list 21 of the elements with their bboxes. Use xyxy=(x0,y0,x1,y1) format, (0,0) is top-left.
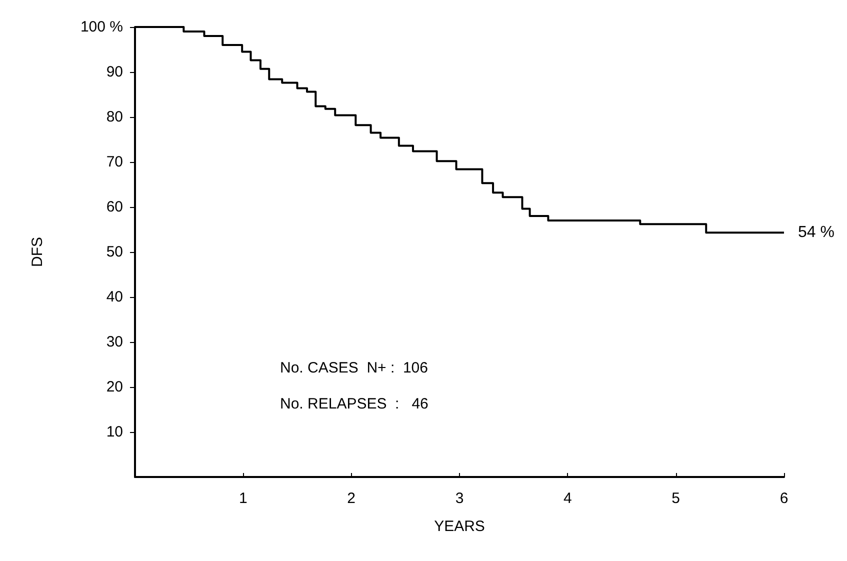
x-axis-title: YEARS xyxy=(434,518,485,535)
annotation: No. CASES N+ : 106 xyxy=(280,360,428,376)
y-tick-label: 100 % xyxy=(80,18,123,36)
x-tick-label: 1 xyxy=(238,490,248,507)
y-tick-label: 90 xyxy=(106,64,123,80)
x-tick-label: 4 xyxy=(563,490,572,507)
x-tick-label: 6 xyxy=(780,490,788,507)
y-tick-label: 60 xyxy=(106,198,123,216)
annotation: 54 % xyxy=(798,224,834,242)
y-tick-label: 40 xyxy=(106,288,123,306)
y-tick-label: 30 xyxy=(106,334,123,350)
annotation: No. RELAPSES : 46 xyxy=(280,396,428,412)
y-tick-label: 80 xyxy=(106,108,123,126)
y-tick-label: 70 xyxy=(106,154,123,170)
y-tick-label: 50 xyxy=(106,244,123,260)
y-tick-label: 10 xyxy=(106,424,123,440)
x-tick-label: 3 xyxy=(455,490,464,507)
x-tick-label: 5 xyxy=(672,490,680,507)
y-tick-label: 20 xyxy=(106,378,123,396)
y-axis-title: DFS xyxy=(29,237,46,267)
x-tick-label: 2 xyxy=(347,490,356,507)
